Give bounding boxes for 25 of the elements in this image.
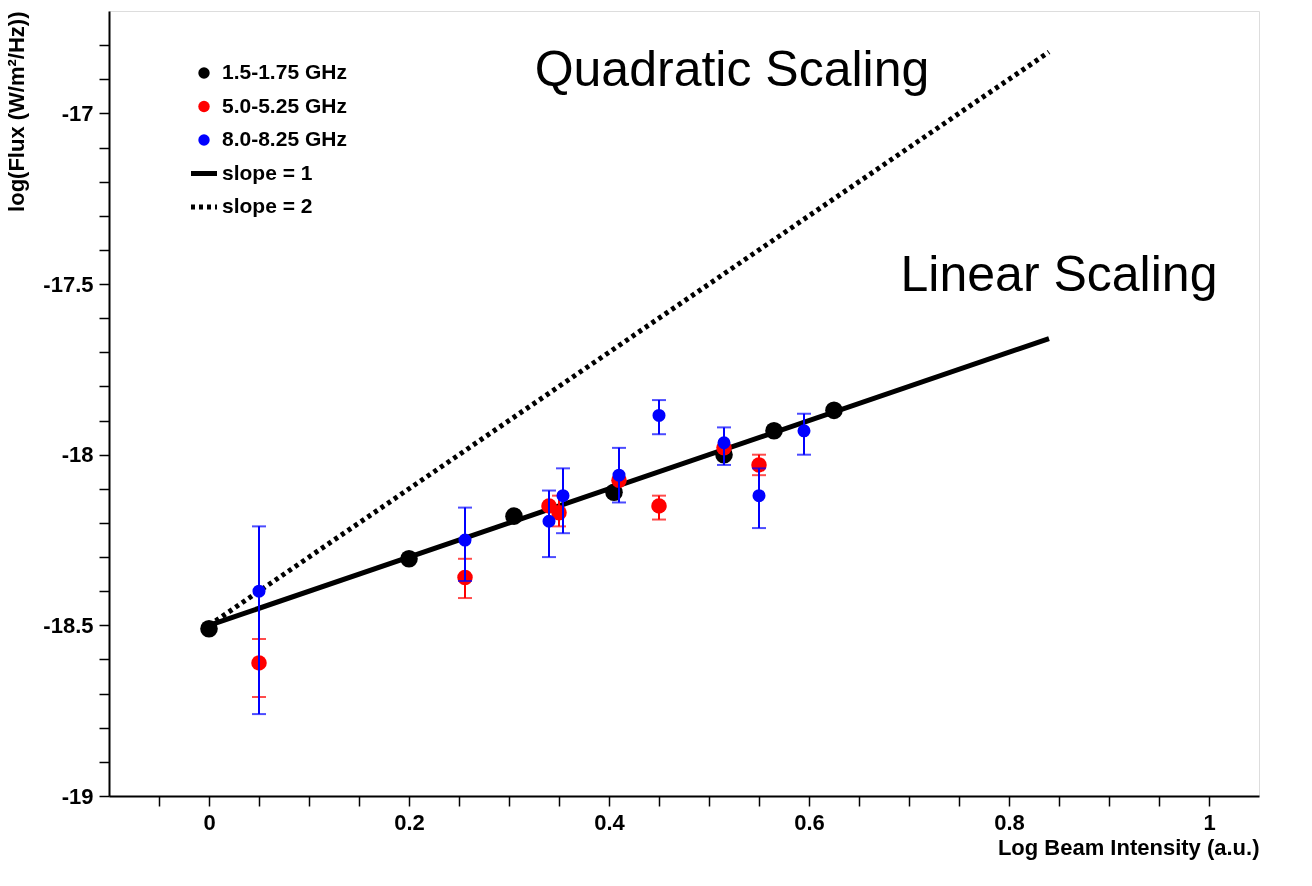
x-tick-label: 0 (203, 809, 216, 835)
legend-label: slope = 2 (222, 194, 313, 217)
point (505, 507, 523, 525)
y-axis-title: log(Flux (W/m²/Hz)) (4, 11, 30, 212)
point (765, 422, 783, 440)
annotation: Quadratic Scaling (534, 41, 930, 97)
legend-label: 5.0-5.25 GHz (222, 93, 347, 117)
x-tick-label: 0.8 (994, 809, 1025, 835)
x-tick-label: 0.6 (794, 809, 825, 835)
x-tick-label: 1 (1203, 809, 1216, 835)
x-tick-label: 0.4 (594, 809, 626, 835)
point (200, 619, 218, 638)
annotation: Linear Scaling (900, 246, 1218, 302)
y-tick-label: -18 (61, 442, 94, 468)
x-axis-title: Log Beam Intensity (a.u.) (997, 834, 1260, 860)
y-tick-label: -18.5 (43, 612, 94, 638)
legend-label: 1.5-1.75 GHz (222, 60, 347, 83)
legend-label: 8.0-8.25 GHz (222, 127, 347, 150)
point (825, 401, 843, 420)
y-tick-label: -17 (61, 100, 94, 126)
point (400, 550, 418, 568)
legend-label: slope = 1 (222, 160, 313, 184)
x-tick-label: 0.2 (394, 809, 425, 835)
y-tick-label: -17.5 (43, 271, 94, 297)
y-tick-label: -19 (61, 783, 94, 809)
